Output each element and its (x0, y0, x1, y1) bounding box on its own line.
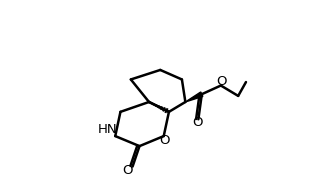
Text: O: O (216, 75, 227, 88)
Polygon shape (185, 92, 203, 102)
Text: O: O (192, 116, 203, 129)
Text: HN: HN (98, 123, 117, 136)
Text: O: O (159, 134, 170, 146)
Text: O: O (122, 164, 133, 177)
